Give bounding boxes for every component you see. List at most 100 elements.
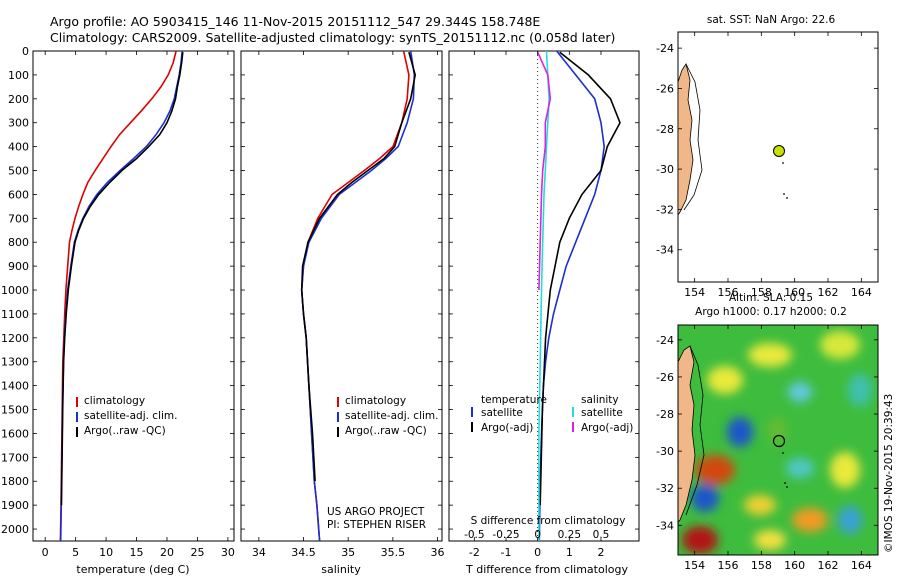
- legend-sal-satellite: satellite: [581, 407, 623, 419]
- legend-sal-argo: Argo(-adj): [581, 422, 633, 434]
- depth-tick-label: 1300: [1, 356, 29, 369]
- s-difference-label: S difference from climatology: [471, 515, 626, 527]
- sst-map: [677, 31, 879, 283]
- project-note: US ARGO PROJECT: [327, 506, 425, 518]
- temperature-xtick-label: 10: [99, 546, 113, 559]
- difference-xtick-label: -1: [501, 546, 512, 559]
- sst-map-frame: [677, 31, 879, 283]
- salinity-xlabel: salinity: [321, 563, 361, 576]
- depth-tick-label: 800: [8, 236, 29, 249]
- map-lat-label: -34: [656, 519, 674, 532]
- sla-map: [677, 324, 879, 556]
- depth-tick-label: 1900: [1, 499, 29, 512]
- salinity-series-3: [300, 51, 417, 482]
- depth-tick-label: 1000: [1, 284, 29, 297]
- depth-tick-label: 900: [8, 260, 29, 273]
- sst-map-ticks: -24 -26 -28 -30 -32 -34 154 156 158 160 162 164: [656, 32, 878, 299]
- temperature-panel-frame: [32, 50, 235, 542]
- depth-tick-label: 1700: [1, 451, 29, 464]
- map-lon-label: 156: [718, 286, 739, 299]
- temperature-xtick-label: 30: [221, 546, 235, 559]
- temperature-legend: climatology satellite-adj. clim. Argo(..…: [76, 395, 177, 437]
- depth-tick-label: 1800: [1, 475, 29, 488]
- sla-map-frame: [677, 324, 879, 556]
- temperature-series-2: [59, 50, 183, 542]
- sst-map-title: sat. SST: NaN Argo: 22.6: [707, 14, 836, 26]
- legend-temperature-header: temperature: [481, 394, 547, 406]
- map-lat-label: -24: [656, 42, 674, 55]
- depth-tick-label: 600: [8, 188, 29, 201]
- salinity-legend: climatology satellite-adj. clim. Argo(..…: [337, 395, 438, 437]
- salinity-xtick-label: 35.5: [381, 546, 406, 559]
- s-difference-tick-label: 0: [534, 529, 541, 541]
- depth-tick-label: 300: [8, 117, 29, 130]
- sla-map-subtitle: Argo h1000: 0.17 h2000: 0.2: [695, 306, 847, 318]
- legend-temp-argo: Argo(-adj): [481, 422, 533, 434]
- salinity-xtick-label: 34: [252, 546, 266, 559]
- map-lon-label: 162: [818, 286, 839, 299]
- difference-xtick-label: 1: [566, 546, 573, 559]
- salinity-xtick-label: 34.5: [291, 546, 316, 559]
- depth-tick-label: 1600: [1, 427, 29, 440]
- legend-climatology-2: climatology: [345, 395, 406, 407]
- difference-xtick-label: -2: [469, 546, 480, 559]
- temperature-xtick-label: 15: [130, 546, 144, 559]
- difference-legend: temperature satellite Argo(-adj) salinit…: [471, 394, 633, 434]
- map-lon-label: 158: [751, 286, 772, 299]
- salinity-xtick-label: 36: [431, 546, 445, 559]
- shelf-contour: [683, 63, 703, 211]
- argo-float-marker: [773, 145, 785, 157]
- map-lon-label: 164: [851, 286, 872, 299]
- sla-map-ticks: -24 -26 -28 -30 -32 -34 154 156 158 160 162 164: [656, 325, 878, 572]
- sla-argo-float-marker: [772, 434, 786, 448]
- map-lon-label: 160: [784, 286, 805, 299]
- map-lat-label: -30: [656, 445, 674, 458]
- legend-climatology: climatology: [84, 395, 145, 407]
- s-difference-series-2: [536, 51, 552, 291]
- legend-satellite-adj: satellite-adj. clim.: [84, 410, 177, 422]
- depth-tick-label: 500: [8, 165, 29, 178]
- map-lon-label: 160: [784, 559, 805, 572]
- salinity-xtick-label: 35: [341, 546, 355, 559]
- map-lat-label: -28: [656, 408, 674, 421]
- s-difference-tick-label: -0.5: [464, 529, 485, 541]
- salinity-series: [300, 50, 417, 542]
- difference-series-2: [539, 51, 621, 506]
- difference-series: [536, 50, 621, 542]
- map-lat-label: -26: [656, 371, 674, 384]
- sla-map-title: Altim. SLA: 0.15: [729, 292, 813, 304]
- s-difference-tick-label: 0.25: [558, 529, 581, 541]
- map-lon-label: 158: [751, 559, 772, 572]
- map-lon-label: 154: [684, 559, 705, 572]
- map-lon-label: 156: [718, 559, 739, 572]
- depth-tick-label: 1200: [1, 332, 29, 345]
- map-lat-label: -34: [656, 244, 674, 257]
- temperature-series: [59, 50, 184, 542]
- map-lat-label: -24: [656, 334, 674, 347]
- map-lon-label: 162: [818, 559, 839, 572]
- map-lat-label: -26: [656, 82, 674, 95]
- depth-tick-label: 200: [8, 93, 29, 106]
- legend-temp-satellite: satellite: [481, 407, 523, 419]
- s-difference-tick-label: -0.25: [492, 529, 519, 541]
- temperature-xlabel: temperature (deg C): [76, 563, 189, 576]
- legend-argo: Argo(..raw -QC): [84, 425, 166, 437]
- legend-salinity-header: salinity: [581, 394, 619, 406]
- temperature-xtick-label: 20: [160, 546, 174, 559]
- map-lat-label: -30: [656, 163, 674, 176]
- difference-xtick-label: 2: [598, 546, 605, 559]
- depth-tick-label: 100: [8, 69, 29, 82]
- pi-note: PI: STEPHEN RISER: [327, 519, 426, 531]
- temperature-xtick-label: 5: [72, 546, 79, 559]
- axis-ticks: 0100200300400500600700800900100011001200…: [1, 45, 639, 559]
- difference-xtick-label: 0: [534, 546, 541, 559]
- header-line-1: Argo profile: AO 5903415_146 11-Nov-2015…: [50, 14, 540, 29]
- legend-satellite-adj-2: satellite-adj. clim.: [345, 410, 438, 422]
- salinity-series-2: [300, 50, 416, 542]
- salinity-panel-frame: [240, 50, 443, 542]
- temperature-series-1: [59, 50, 177, 542]
- map-lon-label: 164: [851, 559, 872, 572]
- temperature-xtick-label: 25: [190, 546, 204, 559]
- depth-tick-label: 0: [22, 45, 29, 58]
